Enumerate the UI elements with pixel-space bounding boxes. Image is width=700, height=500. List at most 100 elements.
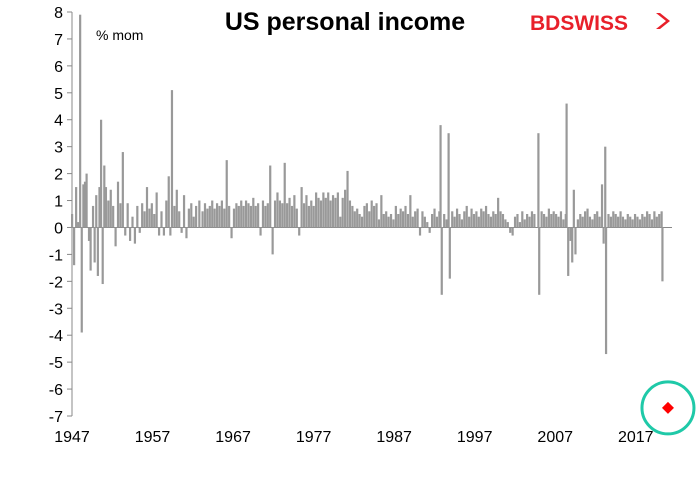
bar [411, 216, 414, 228]
bar [619, 211, 622, 228]
bar [624, 219, 627, 228]
bar [513, 216, 517, 228]
bar [607, 214, 610, 228]
bar [148, 208, 151, 228]
bar [240, 200, 243, 228]
bar [596, 211, 599, 228]
bar [136, 205, 139, 228]
bar [506, 222, 509, 228]
bar [533, 214, 536, 228]
bar [418, 227, 422, 236]
bar [523, 219, 526, 228]
bar [247, 203, 250, 228]
bar [646, 211, 649, 228]
bar [126, 203, 129, 228]
bar [312, 205, 315, 228]
y-tick-label: -4 [49, 328, 63, 345]
bar [273, 200, 277, 228]
bar [409, 195, 412, 228]
bar [528, 216, 531, 228]
bar [95, 195, 98, 228]
bar [336, 192, 339, 228]
y-tick-label: -2 [49, 274, 63, 291]
bar [557, 216, 560, 228]
bar [77, 222, 80, 228]
bar [421, 211, 424, 228]
bar [453, 216, 456, 228]
x-tick-label: 2017 [618, 429, 654, 446]
bar [89, 227, 92, 271]
bar [458, 214, 461, 228]
x-tick-label: 1957 [135, 429, 171, 446]
bar [104, 187, 108, 228]
bar [617, 216, 620, 228]
bar [178, 211, 181, 228]
bar [604, 146, 607, 228]
bar [107, 200, 110, 228]
x-tick-label: 1947 [54, 429, 90, 446]
bar [133, 227, 137, 244]
bar [641, 214, 644, 228]
bar [201, 211, 204, 228]
bar [169, 227, 172, 236]
bar [167, 176, 170, 228]
bar [278, 200, 281, 228]
bar [530, 211, 534, 228]
bar [295, 208, 298, 228]
bar [492, 211, 495, 228]
bar [82, 184, 85, 228]
bar [276, 192, 279, 228]
bar [475, 211, 478, 228]
bar [494, 214, 497, 228]
bar [468, 216, 471, 228]
bar [198, 200, 201, 228]
bar [121, 152, 124, 228]
bar [658, 214, 661, 228]
logo-text: BDSWISS [530, 12, 628, 35]
bar [358, 214, 361, 228]
bar [131, 216, 134, 228]
bar [465, 205, 468, 228]
bar [614, 214, 617, 228]
bar [621, 216, 625, 228]
bar [416, 208, 419, 228]
y-tick-label: 6 [54, 59, 63, 76]
bar [351, 205, 354, 228]
bar [259, 227, 262, 236]
bar [576, 219, 579, 228]
bar [208, 205, 211, 228]
y-tick-label: -7 [49, 409, 63, 426]
bar [368, 211, 371, 228]
bar [114, 227, 117, 247]
bar [509, 227, 512, 233]
bar [315, 192, 318, 228]
bar [319, 200, 323, 228]
bar [173, 205, 176, 228]
bar [451, 211, 454, 228]
bar [511, 227, 514, 236]
bar [170, 90, 174, 228]
bar [586, 208, 589, 228]
bar [363, 205, 366, 228]
bar [237, 205, 240, 228]
bar [160, 211, 163, 228]
bar [579, 214, 582, 228]
bar [165, 200, 168, 228]
bar [504, 219, 507, 228]
bar [360, 216, 364, 228]
bar [157, 227, 161, 236]
bar [604, 227, 608, 355]
bar [322, 192, 325, 228]
bar [638, 219, 641, 228]
bar [399, 208, 402, 228]
bar [435, 216, 439, 228]
bar [293, 195, 296, 228]
bar [397, 214, 400, 228]
bar [244, 200, 248, 228]
bar [91, 205, 95, 228]
y-tick-label: 7 [54, 32, 63, 49]
bar [484, 205, 488, 228]
bar [499, 211, 502, 228]
bar [96, 227, 99, 276]
bar [271, 227, 274, 255]
